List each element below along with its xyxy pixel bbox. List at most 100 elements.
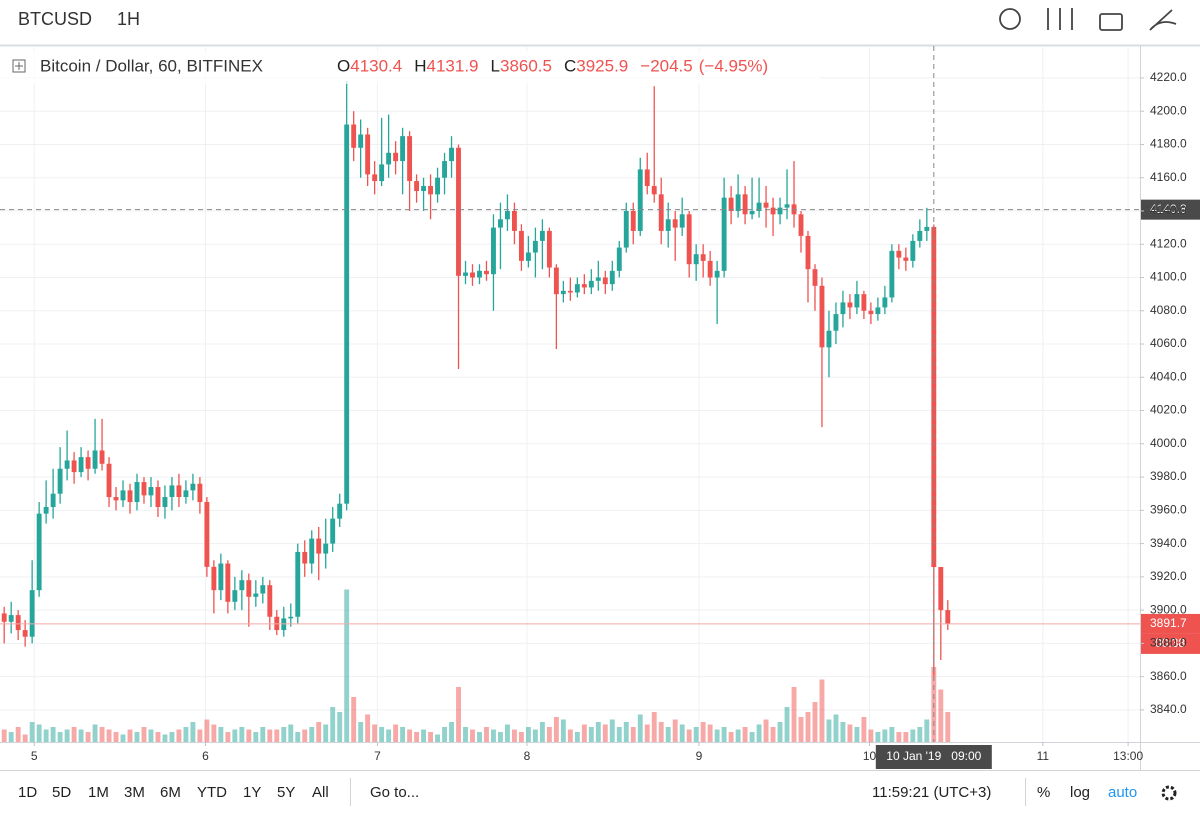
candle-body	[127, 490, 133, 503]
candle-body	[756, 202, 762, 211]
symbol[interactable]: BTCUSD	[18, 9, 92, 29]
candle-body	[924, 226, 930, 231]
crosshair-time-label: 10 Jan '19 09:00	[886, 749, 981, 763]
range-button[interactable]: 1Y	[243, 784, 261, 801]
volume-bar	[616, 727, 622, 742]
auto-toggle[interactable]: auto	[1108, 784, 1137, 801]
volume-bar	[854, 727, 860, 742]
x-tick-label: 9	[696, 749, 703, 763]
y-tick-label: 3840.0	[1150, 702, 1187, 716]
volume-bar	[686, 729, 692, 742]
range-button[interactable]: All	[312, 784, 329, 801]
volume-bar	[288, 724, 294, 742]
volume-bar	[938, 689, 944, 742]
volume-bar	[274, 729, 280, 742]
volume-bar	[8, 732, 14, 742]
y-tick-label: 4220.0	[1150, 70, 1187, 84]
range-button[interactable]: 6M	[160, 784, 181, 801]
volume-bar	[463, 727, 468, 742]
volume-bar	[924, 719, 930, 742]
candle-body	[651, 186, 657, 195]
candle-body	[288, 616, 294, 619]
volume-bar	[120, 734, 126, 742]
volume-bar	[351, 697, 357, 742]
change-percent: (−4.95%)	[699, 56, 768, 75]
draw-icon[interactable]	[1149, 9, 1177, 31]
candle-body	[225, 563, 231, 602]
range-button[interactable]: YTD	[197, 784, 227, 801]
lock-icon[interactable]	[1099, 13, 1123, 31]
volume-bar	[155, 732, 161, 742]
candle-body	[784, 204, 790, 208]
x-tick-label: 10	[863, 749, 877, 763]
candle-body	[686, 214, 692, 265]
candle-body	[134, 482, 140, 503]
candle-body	[477, 270, 482, 278]
volume-bar	[183, 727, 189, 742]
volume-bar	[78, 729, 84, 742]
interval[interactable]: 1H	[117, 9, 140, 29]
alert-icon[interactable]	[999, 8, 1021, 30]
candle-body	[407, 136, 413, 182]
ohlc-value: 3925.9	[576, 56, 628, 75]
collapse-icon[interactable]	[12, 59, 26, 73]
volume-bar	[491, 729, 496, 742]
candle-body	[728, 197, 734, 211]
volume-bar	[71, 727, 77, 742]
candle-body	[57, 468, 63, 494]
settings-gear[interactable]	[1161, 785, 1177, 801]
volume-bar	[428, 732, 434, 742]
candle-body	[931, 226, 937, 568]
y-tick-label: 4100.0	[1150, 270, 1187, 284]
volume-bar	[211, 724, 217, 742]
volume-bar	[204, 719, 210, 742]
candle-body	[819, 285, 825, 348]
candle-body	[1, 613, 7, 622]
volume-bar	[330, 707, 336, 742]
candles	[1, 81, 951, 676]
ohlc-value: 4130.4	[350, 56, 402, 75]
ohlc-letter: C	[564, 56, 576, 75]
range-button[interactable]: 3M	[124, 784, 145, 801]
volume-bar	[532, 729, 538, 742]
candle-body	[847, 302, 853, 308]
volume-bar	[623, 722, 629, 742]
candle-body	[511, 210, 517, 231]
candle-body	[148, 487, 154, 496]
log-toggle[interactable]: log	[1070, 784, 1090, 801]
volume-bar	[22, 734, 28, 742]
candle-body	[197, 483, 203, 503]
candle-body	[15, 615, 21, 631]
volume-bar	[162, 734, 168, 742]
candle-body	[421, 186, 427, 192]
grid	[0, 46, 1140, 742]
range-button[interactable]: 5Y	[277, 784, 295, 801]
candle-body	[120, 490, 126, 501]
volume-bar	[917, 727, 923, 742]
candle-body	[714, 270, 720, 278]
range-button[interactable]: 1M	[88, 784, 109, 801]
range-button[interactable]: 5D	[52, 784, 71, 801]
candle-body	[239, 580, 245, 591]
volume	[1, 589, 951, 742]
volume-bar	[484, 727, 489, 742]
volume-bar	[539, 722, 545, 742]
volume-bar	[85, 732, 91, 742]
volume-bar	[553, 717, 559, 742]
x-tick-label: 8	[524, 749, 531, 763]
ohlc-letter: L	[491, 56, 500, 75]
candle-body	[71, 460, 77, 473]
clock: 11:59:21 (UTC+3)	[872, 784, 991, 801]
candle-body	[85, 457, 91, 469]
volume-bar	[805, 712, 811, 742]
percent-toggle[interactable]: %	[1037, 784, 1050, 801]
range-button[interactable]: 1D	[18, 784, 37, 801]
y-tick-label: 4120.0	[1150, 236, 1187, 250]
goto-button[interactable]: Go to...	[370, 784, 419, 801]
candle-body	[658, 194, 664, 231]
volume-bar	[386, 729, 392, 742]
crosshair-price-tag	[1141, 199, 1200, 220]
ohlc-value: 4131.9	[427, 56, 479, 75]
volume-bar	[763, 719, 769, 742]
volume-bar	[50, 727, 56, 742]
